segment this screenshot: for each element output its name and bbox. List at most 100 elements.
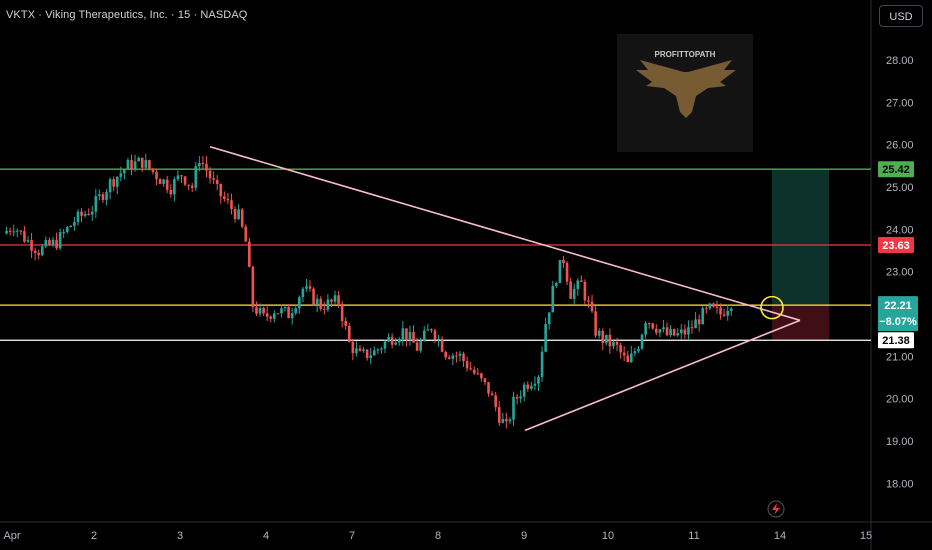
candle-body [615, 341, 619, 345]
y-tick-label: 19.00 [886, 436, 914, 448]
candle-body [312, 288, 315, 305]
candle-body [65, 227, 69, 233]
candle-body [62, 232, 65, 234]
candle-body [123, 169, 126, 174]
candle-body [608, 334, 612, 347]
candle-body [712, 303, 715, 307]
candle-body [708, 303, 712, 309]
candle-body [394, 342, 397, 345]
candle-body [433, 330, 437, 340]
candle-body [655, 328, 658, 333]
candle-body [555, 283, 558, 286]
x-tick-label: 10 [602, 530, 614, 542]
candle-body [183, 176, 187, 185]
candle-body [658, 329, 662, 333]
candle-body [451, 355, 455, 359]
candle-body [501, 418, 505, 423]
candle-body [383, 341, 387, 349]
candle-body [23, 231, 26, 242]
candle-body [137, 157, 140, 162]
candle-body [308, 286, 312, 289]
candle-body [333, 295, 337, 302]
upper-trendline[interactable] [209, 146, 801, 322]
candle-body [683, 329, 687, 335]
price-tag-label-1: 23.63 [882, 240, 910, 252]
candle-body [512, 396, 515, 420]
stop-zone [772, 305, 829, 341]
candle-body [208, 170, 212, 179]
candle-body [633, 351, 637, 354]
price-tag-0 [878, 161, 914, 178]
candle-body [76, 211, 80, 223]
candle-body [19, 230, 23, 232]
candle-body [262, 307, 265, 314]
y-tick-label: 21.00 [886, 351, 914, 363]
candle-body [194, 166, 198, 188]
watermark-text: PROFITTOPATH [655, 50, 716, 59]
x-tick-label: 15 [860, 530, 872, 542]
candle-body [283, 306, 287, 309]
exchange-label: NASDAQ [200, 9, 248, 21]
candle-body [530, 385, 533, 389]
candle-body [140, 157, 144, 168]
candle-body [551, 285, 555, 313]
current-price-tag [878, 296, 918, 332]
candle-body [290, 313, 294, 319]
candle-body [637, 348, 640, 352]
y-tick-label: 25.00 [886, 182, 914, 194]
candle-body [562, 260, 565, 264]
candle-body [126, 159, 130, 170]
candle-body [387, 336, 390, 342]
candle-body [115, 176, 119, 187]
lower-trendline[interactable] [524, 319, 801, 432]
candle-body [640, 334, 644, 349]
candle-body [30, 240, 33, 251]
candle-body [430, 329, 433, 331]
candle-body [351, 341, 355, 354]
candle-body [5, 230, 8, 234]
candle-body [151, 168, 155, 172]
candle-body [158, 179, 162, 184]
candle-body [223, 196, 226, 199]
candle-body [219, 183, 223, 197]
candle-body [480, 373, 483, 379]
candle-body [680, 329, 683, 334]
candle-body [105, 192, 108, 200]
x-tick-label: 2 [91, 530, 97, 542]
price-tag-3 [878, 332, 914, 349]
candle-body [726, 310, 730, 316]
candle-body [662, 327, 665, 330]
candle-body [273, 313, 276, 319]
candle-body [48, 239, 51, 245]
candle-body [694, 319, 697, 329]
candle-body [630, 353, 633, 363]
candle-body [165, 179, 169, 190]
candle-body [594, 311, 597, 336]
candle-body [405, 328, 408, 341]
candle-body [365, 349, 369, 358]
candle-body [565, 263, 569, 282]
candle-body [269, 316, 273, 319]
candle-body [44, 239, 48, 247]
candle-body [133, 161, 137, 170]
candle-body [55, 239, 58, 249]
candle-body [426, 329, 430, 331]
candle-body [148, 160, 151, 169]
candle-body [108, 179, 112, 193]
candle-body [722, 314, 726, 316]
candle-body [665, 327, 669, 336]
candle-body [230, 200, 233, 209]
candle-body [647, 323, 651, 325]
candle-body [26, 240, 30, 242]
candle-body [415, 342, 419, 351]
x-tick-label: 11 [688, 530, 699, 542]
candle-body [547, 312, 551, 324]
candle-body [522, 384, 526, 397]
candle-body [515, 396, 519, 399]
company-name: Viking Therapeutics, Inc. [45, 9, 168, 21]
candle-body [487, 382, 490, 394]
candle-body [319, 298, 323, 309]
candle-body [240, 209, 244, 227]
currency-button[interactable]: USD [879, 5, 923, 27]
